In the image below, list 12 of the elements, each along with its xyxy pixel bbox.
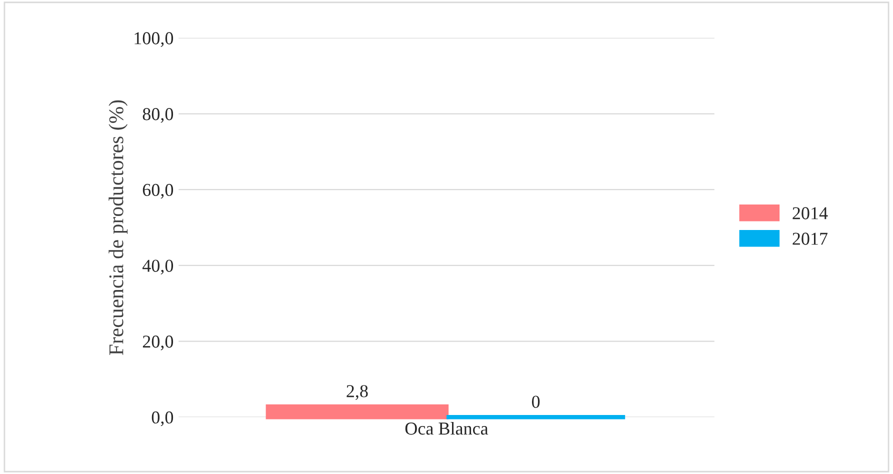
- x-tick-label: Oca Blanca: [405, 422, 488, 435]
- y-tick-label: 20,0: [142, 336, 174, 350]
- y-tick-label: 100,0: [134, 32, 174, 47]
- y-axis-title: Frecuencia de productores (%): [108, 100, 128, 356]
- y-tick-label: 60,0: [142, 184, 174, 199]
- data-label: 2,8: [346, 385, 368, 400]
- y-tick-label: 0,0: [152, 411, 174, 426]
- legend-label: 2014: [792, 207, 828, 220]
- y-tick-label: 80,0: [142, 108, 174, 123]
- legend-label: 2017: [792, 232, 828, 245]
- y-tick-label: 40,0: [142, 260, 174, 274]
- data-label: 0: [532, 396, 540, 408]
